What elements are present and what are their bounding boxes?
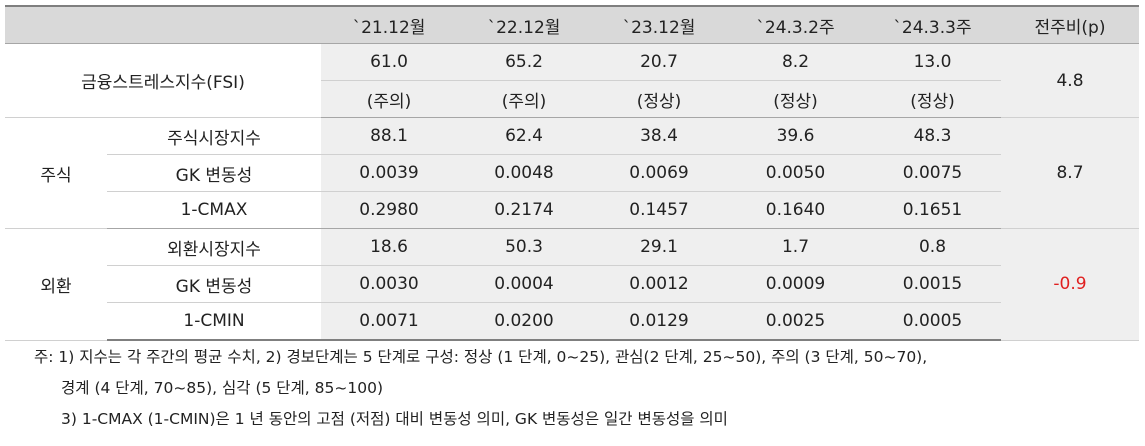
table-cell: 0.0075 — [864, 154, 1001, 192]
status-cell: (정상) — [727, 80, 864, 118]
table-cell: 0.2980 — [321, 191, 457, 229]
status-cell: (주의) — [457, 80, 591, 118]
header-col: 전주비(p) — [1001, 5, 1139, 44]
row-label: 1-CMIN — [107, 302, 321, 341]
table-row: (주의) (주의) (정상) (정상) (정상) — [5, 80, 1139, 118]
status-cell: (주의) — [321, 80, 457, 118]
header-col: `23.12월 — [591, 5, 727, 44]
header-blank — [5, 5, 321, 44]
status-cell: (정상) — [864, 80, 1001, 118]
table-row: 금융스트레스지수(FSI) 61.0 65.2 20.7 8.2 13.0 4.… — [5, 43, 1139, 118]
row-label: 외환시장지수 — [107, 228, 321, 266]
fx-change: -0.9 — [1001, 228, 1139, 341]
table-row: 주식 주식시장지수 88.1 62.4 38.4 39.6 48.3 8.7 — [5, 117, 1139, 229]
table-cell: 0.0004 — [457, 265, 591, 303]
table-cell: 0.0069 — [591, 154, 727, 192]
table-cell: 29.1 — [591, 228, 727, 266]
table-cell: 38.4 — [591, 117, 727, 155]
table-cell: 0.0050 — [727, 154, 864, 192]
row-label: 주식시장지수 — [107, 117, 321, 155]
table-cell: 50.3 — [457, 228, 591, 266]
table-cell: 0.0012 — [591, 265, 727, 303]
table-cell: 0.0009 — [727, 265, 864, 303]
table-cell: 0.1651 — [864, 191, 1001, 229]
table-cell: 0.1640 — [727, 191, 864, 229]
table-cell: 0.0039 — [321, 154, 457, 192]
header-col: `24.3.2주 — [727, 5, 864, 44]
table-cell: 1.7 — [727, 228, 864, 266]
table-header-row: `21.12월 `22.12월 `23.12월 `24.3.2주 `24.3.3… — [5, 5, 1139, 44]
stock-change: 8.7 — [1001, 117, 1139, 229]
table-cell: 13.0 — [864, 43, 1001, 81]
status-cell: (정상) — [591, 80, 727, 118]
table-cell: 39.6 — [727, 117, 864, 155]
table-cell: 61.0 — [321, 43, 457, 81]
table-cell: 0.2174 — [457, 191, 591, 229]
header-col: `22.12월 — [457, 5, 591, 44]
row-label: GK 변동성 — [107, 154, 321, 192]
footnote-line: 주: 1) 지수는 각 주간의 평균 수치, 2) 경보단계는 5 단계로 구성… — [34, 348, 928, 366]
row-label: GK 변동성 — [107, 265, 321, 303]
table-cell: 0.0025 — [727, 302, 864, 341]
table-row: 1-CMIN 0.0071 0.0200 0.0129 0.0025 0.000… — [5, 302, 1139, 341]
footnote-line: 경계 (4 단계, 70~85), 심각 (5 단계, 85~100) — [61, 379, 383, 397]
table-cell: 0.0015 — [864, 265, 1001, 303]
table-cell: 0.0048 — [457, 154, 591, 192]
table-cell: 0.0005 — [864, 302, 1001, 341]
header-col: `21.12월 — [321, 5, 457, 44]
table-cell: 88.1 — [321, 117, 457, 155]
table-cell: 18.6 — [321, 228, 457, 266]
table-row: GK 변동성 0.0039 0.0048 0.0069 0.0050 0.007… — [5, 154, 1139, 192]
footnote-line: 3) 1-CMAX (1-CMIN)은 1 년 동안의 고점 (저점) 대비 변… — [61, 410, 728, 428]
stock-group-label: 주식 — [5, 117, 107, 229]
table-cell: 0.1457 — [591, 191, 727, 229]
footnotes: 주: 1) 지수는 각 주간의 평균 수치, 2) 경보단계는 5 단계로 구성… — [34, 342, 927, 435]
table-cell: 0.0071 — [321, 302, 457, 341]
table-cell: 0.0129 — [591, 302, 727, 341]
header-col: `24.3.3주 — [864, 5, 1001, 44]
row-label: 1-CMAX — [107, 191, 321, 229]
table-cell: 0.0200 — [457, 302, 591, 341]
table-cell: 8.2 — [727, 43, 864, 81]
table-cell: 65.2 — [457, 43, 591, 81]
table-row: 외환 외환시장지수 18.6 50.3 29.1 1.7 0.8 -0.9 — [5, 228, 1139, 341]
fsi-label: 금융스트레스지수(FSI) — [5, 43, 321, 118]
table-row: 1-CMAX 0.2980 0.2174 0.1457 0.1640 0.165… — [5, 191, 1139, 229]
table-cell: 0.0030 — [321, 265, 457, 303]
fsi-table: `21.12월 `22.12월 `23.12월 `24.3.2주 `24.3.3… — [5, 5, 1139, 341]
table-cell: 20.7 — [591, 43, 727, 81]
fx-group-label: 외환 — [5, 228, 107, 341]
fsi-change: 4.8 — [1001, 43, 1139, 118]
table-cell: 0.8 — [864, 228, 1001, 266]
table-cell: 48.3 — [864, 117, 1001, 155]
table-row: GK 변동성 0.0030 0.0004 0.0012 0.0009 0.001… — [5, 265, 1139, 303]
table-cell: 62.4 — [457, 117, 591, 155]
